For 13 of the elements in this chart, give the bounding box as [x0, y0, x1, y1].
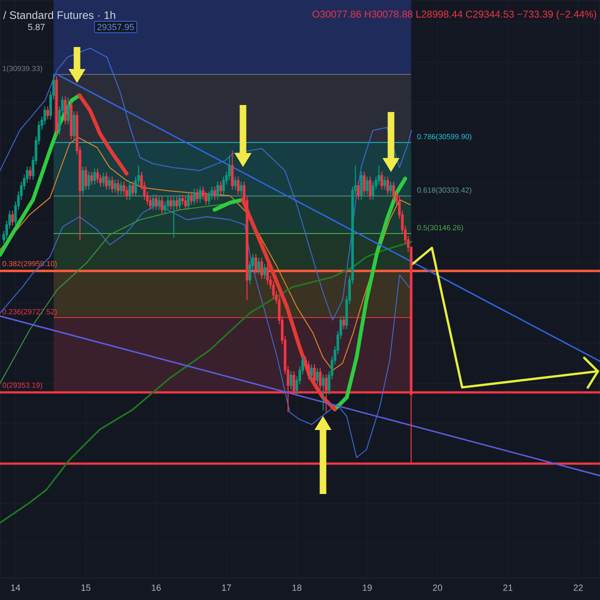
x-tick-label: 14 [11, 584, 20, 591]
annotation: 29357.95 [97, 24, 134, 30]
x-tick-label: 21 [503, 584, 512, 591]
x-tick-label: 18 [292, 584, 302, 591]
x-tick-label: 19 [362, 584, 372, 591]
annotation: 5.87 [28, 24, 45, 30]
text: O30077.86 H30078.88 L28998.44 C29344.53 −733.39 (−2.44%) [312, 10, 596, 20]
x-tick-label: 17 [222, 584, 232, 591]
x-tick-label: 20 [432, 584, 442, 591]
x-tick-label: 22 [574, 584, 583, 591]
x-tick-label: 15 [82, 584, 90, 591]
text: / Standard Futures · 1h [3, 10, 116, 20]
x-tick-label: 16 [152, 584, 161, 591]
